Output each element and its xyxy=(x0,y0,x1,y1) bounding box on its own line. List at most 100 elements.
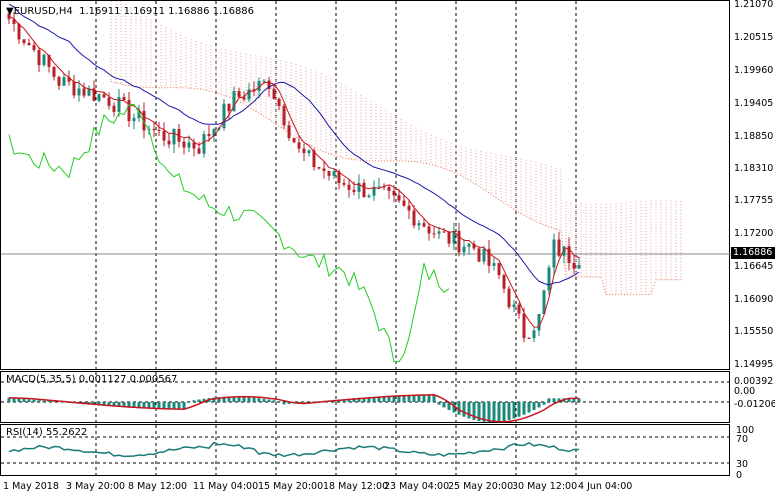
candle-body xyxy=(82,88,86,96)
candle-body xyxy=(32,45,36,51)
candle-body xyxy=(42,54,46,66)
macd-histogram-bar xyxy=(257,398,261,402)
price-chart-canvas[interactable] xyxy=(1,1,731,371)
macd-histogram-bar xyxy=(392,395,396,402)
candle-body xyxy=(352,189,356,192)
candle-body xyxy=(12,19,16,24)
macd-histogram-bar xyxy=(417,394,421,402)
macd-histogram-bar xyxy=(102,402,106,406)
candle-body xyxy=(542,290,546,315)
macd-histogram-bar xyxy=(22,398,26,402)
candle-body xyxy=(562,246,566,256)
macd-histogram-bar xyxy=(217,397,221,402)
candle-body xyxy=(127,99,131,122)
candle-body xyxy=(292,138,296,143)
macd-histogram-bar xyxy=(32,399,36,402)
rsi-level-label: 30 xyxy=(736,459,749,470)
macd-histogram-bar xyxy=(272,400,276,402)
candle-body xyxy=(557,239,561,256)
macd-histogram-bar xyxy=(452,402,456,413)
macd-histogram-bar xyxy=(532,402,536,411)
macd-histogram-bar xyxy=(37,400,41,402)
macd-histogram-bar xyxy=(237,396,241,402)
candle-body xyxy=(507,288,511,308)
time-label: 1 May 2018 xyxy=(3,481,59,492)
macd-histogram-bar xyxy=(97,402,101,406)
candle-body xyxy=(157,129,161,132)
macd-histogram-bar xyxy=(172,402,176,410)
rsi-level-label: 100 xyxy=(736,425,755,436)
macd-histogram-bar xyxy=(167,402,171,410)
candle-body xyxy=(492,263,496,266)
macd-histogram-bar xyxy=(277,401,281,402)
macd-histogram-bar xyxy=(507,402,511,420)
macd-histogram-bar xyxy=(567,398,571,402)
rsi-window[interactable]: RSI(14) 55.2622 xyxy=(0,424,731,477)
macd-histogram-bar xyxy=(547,398,551,402)
candle-body xyxy=(242,97,246,100)
macd-canvas[interactable] xyxy=(1,372,731,424)
candle-body xyxy=(307,150,311,154)
candle-body xyxy=(107,97,111,106)
macd-level-label: -0.01206 xyxy=(734,399,775,410)
candle-body xyxy=(27,43,31,46)
rsi-canvas[interactable] xyxy=(1,425,731,477)
macd-histogram-bar xyxy=(512,402,516,419)
candle-body xyxy=(537,314,541,331)
macd-histogram-bar xyxy=(357,397,361,402)
candle-body xyxy=(482,248,486,262)
candle-body xyxy=(177,128,181,142)
time-label: 25 May 20:00 xyxy=(448,481,514,492)
macd-histogram-bar xyxy=(282,402,286,405)
macd-level-label: 0.00392 xyxy=(734,376,774,387)
candle-body xyxy=(252,89,256,91)
time-label: 18 May 12:00 xyxy=(323,481,389,492)
candle-body xyxy=(92,88,96,101)
candle-body xyxy=(452,230,456,244)
macd-histogram-bar xyxy=(422,394,426,402)
candle-body xyxy=(267,80,271,89)
rsi-line xyxy=(8,441,580,458)
candle-body xyxy=(37,50,41,66)
time-label: 15 May 20:00 xyxy=(258,481,324,492)
macd-histogram-bar xyxy=(492,402,496,423)
macd-histogram-bar xyxy=(227,396,231,402)
main-chart-pane[interactable]: ▼EURUSD,H4 1.16911 1.16911 1.16886 1.168… xyxy=(0,0,731,371)
candle-body xyxy=(497,263,501,276)
macd-histogram-bar xyxy=(137,402,141,409)
price-level-label: 1.21070 xyxy=(734,0,774,10)
candle-body xyxy=(97,94,101,101)
price-level-label: 1.14995 xyxy=(734,359,774,370)
macd-histogram-bar xyxy=(162,402,166,410)
tenkan-line xyxy=(8,15,580,328)
macd-histogram-bar xyxy=(517,402,521,417)
candle-body xyxy=(112,105,116,112)
candle-body xyxy=(342,183,346,185)
candle-body xyxy=(552,239,556,268)
macd-histogram-bar xyxy=(287,402,291,404)
candle-body xyxy=(237,91,241,98)
candle-body xyxy=(87,88,91,96)
macd-histogram-bar xyxy=(377,396,381,402)
candle-body xyxy=(512,304,516,308)
candle-body xyxy=(367,195,371,198)
candle-body xyxy=(62,77,66,86)
price-level-label: 1.15550 xyxy=(734,326,774,338)
candle-body xyxy=(577,265,581,269)
price-level-label: 1.16645 xyxy=(734,261,774,273)
dropdown-triangle-icon[interactable]: ▼ xyxy=(6,6,14,17)
candle-body xyxy=(227,103,231,112)
macd-histogram-bar xyxy=(157,402,161,409)
candle-body xyxy=(282,105,286,126)
candle-body xyxy=(387,187,391,191)
macd-histogram-bar xyxy=(147,402,151,409)
macd-histogram-bar xyxy=(407,395,411,402)
macd-histogram-bar xyxy=(537,402,541,408)
macd-histogram-bar xyxy=(262,398,266,402)
macd-histogram-bar xyxy=(142,402,146,409)
macd-histogram-bar xyxy=(387,395,391,402)
candle-body xyxy=(142,110,146,131)
macd-indicator-subwindow[interactable]: MACD(5,35,5) 0.001127 0.000567 xyxy=(0,371,731,424)
price-level-label: 1.19960 xyxy=(734,64,774,76)
candle-body xyxy=(427,226,431,234)
